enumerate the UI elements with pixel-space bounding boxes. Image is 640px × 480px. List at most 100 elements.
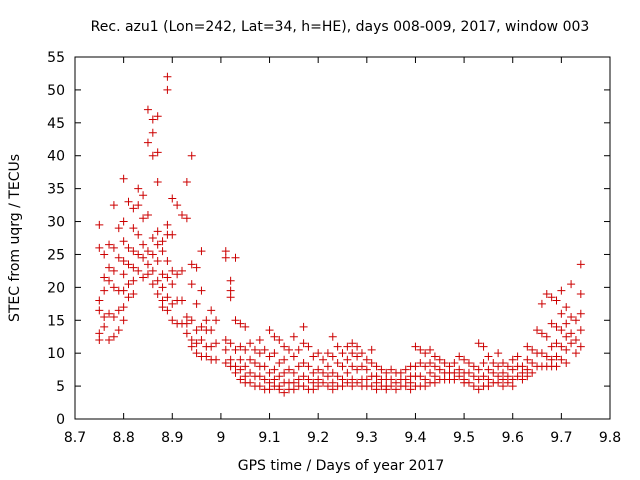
data-point bbox=[576, 289, 585, 298]
data-point bbox=[143, 260, 152, 269]
data-point bbox=[187, 280, 196, 289]
data-point bbox=[552, 296, 561, 305]
data-point bbox=[119, 217, 128, 226]
data-point bbox=[114, 306, 123, 315]
data-point bbox=[265, 326, 274, 335]
data-point bbox=[192, 339, 201, 348]
data-point bbox=[270, 332, 279, 341]
data-point bbox=[173, 201, 182, 210]
data-point bbox=[265, 368, 274, 377]
data-point bbox=[401, 365, 410, 374]
data-point bbox=[275, 385, 284, 394]
data-point bbox=[139, 253, 148, 262]
data-point bbox=[231, 316, 240, 325]
data-point bbox=[265, 385, 274, 394]
data-point bbox=[134, 230, 143, 239]
data-point bbox=[387, 365, 396, 374]
data-point bbox=[182, 319, 191, 328]
data-point bbox=[168, 280, 177, 289]
data-point bbox=[557, 342, 566, 351]
data-point bbox=[163, 220, 172, 229]
data-point bbox=[294, 345, 303, 354]
data-point bbox=[309, 385, 318, 394]
data-point bbox=[571, 349, 580, 358]
data-point bbox=[426, 368, 435, 377]
data-point bbox=[503, 362, 512, 371]
data-point bbox=[187, 316, 196, 325]
data-point bbox=[542, 352, 551, 361]
data-point bbox=[289, 385, 298, 394]
data-point bbox=[528, 345, 537, 354]
data-point bbox=[95, 296, 104, 305]
data-point bbox=[250, 359, 259, 368]
data-point bbox=[567, 329, 576, 338]
data-point bbox=[484, 365, 493, 374]
data-point bbox=[557, 326, 566, 335]
data-point bbox=[508, 355, 517, 364]
plot-frame bbox=[74, 56, 611, 420]
data-point bbox=[401, 382, 410, 391]
data-point bbox=[338, 349, 347, 358]
y-tick-label: 20 bbox=[47, 280, 65, 296]
data-point bbox=[562, 303, 571, 312]
data-point bbox=[576, 260, 585, 269]
data-point bbox=[484, 382, 493, 391]
data-point bbox=[357, 362, 366, 371]
data-point bbox=[406, 385, 415, 394]
data-point bbox=[163, 273, 172, 282]
x-tick-label: 9.2 bbox=[307, 430, 329, 446]
data-point bbox=[163, 293, 172, 302]
data-point bbox=[119, 286, 128, 295]
data-point bbox=[119, 270, 128, 279]
data-point bbox=[197, 336, 206, 345]
data-point bbox=[416, 359, 425, 368]
data-point bbox=[143, 138, 152, 147]
data-point bbox=[416, 345, 425, 354]
data-point bbox=[129, 289, 138, 298]
data-point bbox=[153, 227, 162, 236]
data-point bbox=[158, 283, 167, 292]
data-point bbox=[382, 385, 391, 394]
y-tick-label: 55 bbox=[47, 50, 65, 66]
data-point bbox=[100, 322, 109, 331]
data-point bbox=[392, 385, 400, 394]
data-point bbox=[212, 355, 221, 364]
data-point bbox=[552, 322, 561, 331]
data-point bbox=[119, 303, 128, 312]
data-point bbox=[557, 286, 566, 295]
data-point bbox=[95, 306, 104, 315]
data-point bbox=[192, 263, 201, 272]
data-point bbox=[474, 385, 483, 394]
data-point bbox=[435, 355, 444, 364]
data-point bbox=[333, 359, 342, 368]
data-point bbox=[489, 368, 498, 377]
data-point bbox=[513, 372, 522, 381]
data-point bbox=[109, 332, 118, 341]
data-point bbox=[362, 355, 371, 364]
data-point bbox=[124, 280, 133, 289]
data-point bbox=[241, 322, 250, 331]
data-point bbox=[197, 247, 206, 256]
data-point bbox=[372, 362, 381, 371]
y-tick-label: 30 bbox=[47, 215, 65, 231]
data-point bbox=[109, 283, 118, 292]
data-point bbox=[576, 342, 585, 351]
data-point bbox=[299, 372, 308, 381]
data-point bbox=[299, 359, 308, 368]
data-point bbox=[562, 359, 571, 368]
data-point bbox=[469, 382, 478, 391]
data-point bbox=[168, 299, 177, 308]
data-point bbox=[153, 257, 162, 266]
data-point bbox=[479, 342, 488, 351]
data-point bbox=[202, 352, 211, 361]
data-point bbox=[285, 365, 293, 374]
data-point bbox=[289, 368, 298, 377]
data-point bbox=[187, 151, 196, 160]
data-point bbox=[153, 112, 162, 121]
data-point bbox=[343, 355, 352, 364]
data-point bbox=[143, 270, 152, 279]
data-point bbox=[134, 250, 143, 259]
data-point bbox=[494, 378, 503, 387]
data-points bbox=[95, 72, 585, 397]
data-point bbox=[178, 296, 186, 305]
